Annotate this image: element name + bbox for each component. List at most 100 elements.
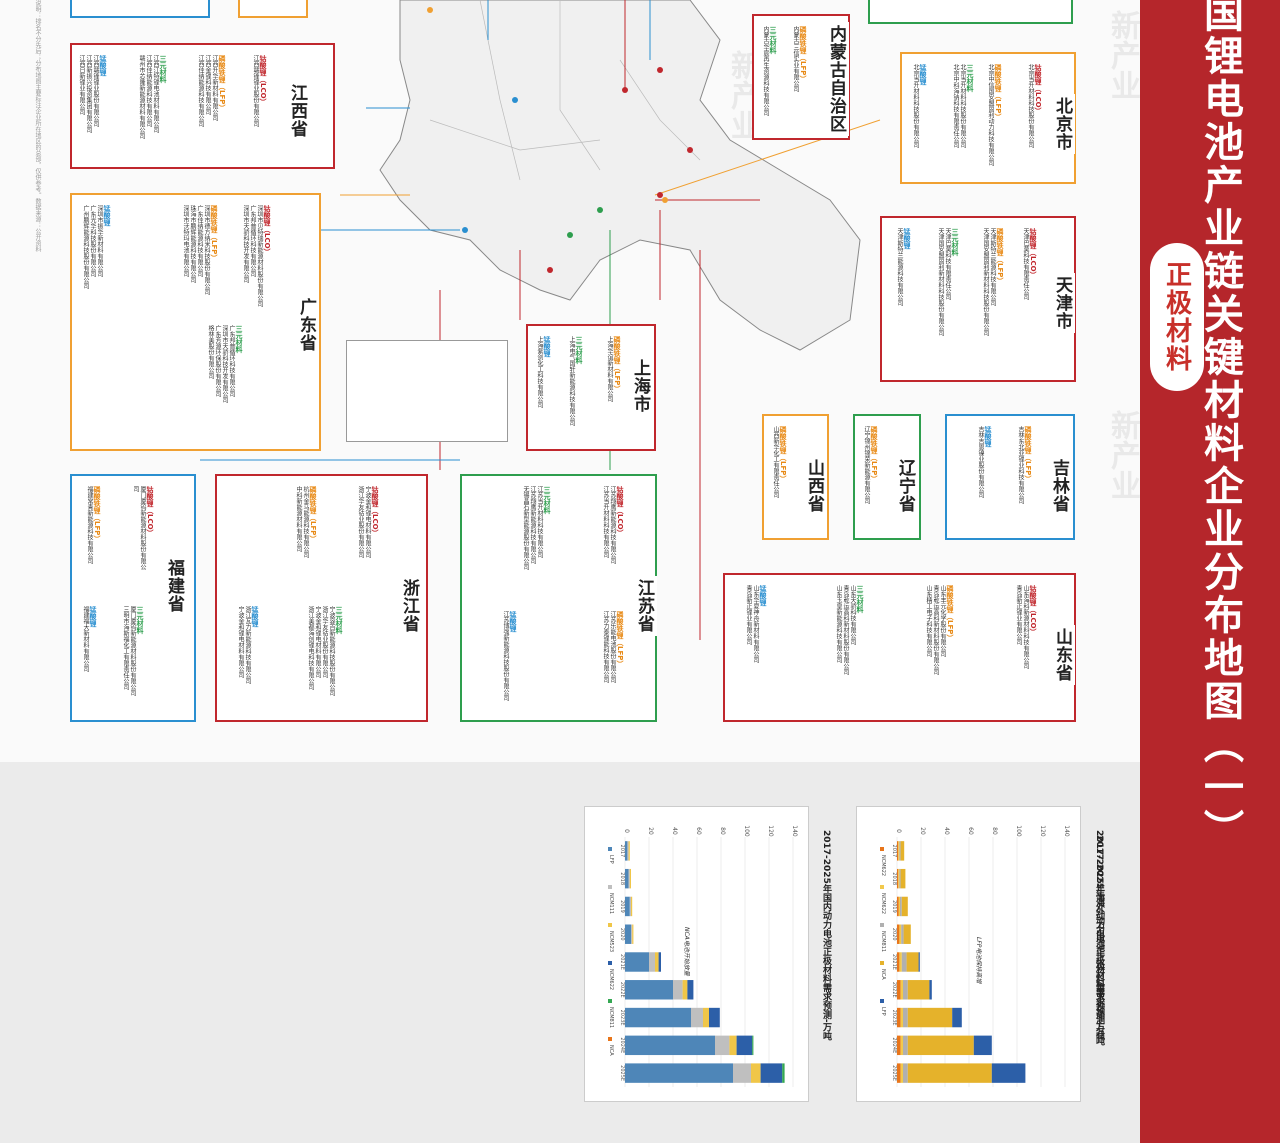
company-name: 深圳市沃特玛电池有限公司	[182, 205, 189, 277]
province-name-zhejiang: 浙江省	[397, 576, 422, 636]
bar-segment	[628, 841, 630, 861]
lmo-label: 锰酸锂	[251, 606, 259, 627]
bar-segment	[897, 952, 900, 972]
legend-label: NCM622	[608, 969, 614, 990]
jilin-lfp-col: 磷酸铁锂（LFP） 吉林东北亚锂业科技有限公司	[1017, 426, 1032, 528]
company-name: 深圳市贝特瑞新能源材料股份有限公司	[256, 205, 263, 307]
company-name: 天津国安盟固利新材料科技股份有限公司	[937, 228, 944, 336]
company-name: 江苏博强新能源科技股份有限公司	[502, 611, 509, 701]
beijing-lco-col: 钴酸锂（LCO） 北京当升材料科技股份有限公司	[1027, 64, 1042, 172]
bar-segment	[625, 841, 628, 861]
company-name: 宁波金和锂电材料有限公司	[314, 606, 321, 678]
company-name: 江西日新锂业有限公司	[78, 55, 85, 115]
bar-segment	[903, 1035, 908, 1056]
bar-segment	[627, 841, 629, 861]
company-name: 浙江华友钴业股份有限公司	[321, 606, 328, 678]
tick-label: 100	[743, 825, 750, 837]
zhejiang-lco-col: 钴酸锂（LCO） 宁波金和锂电材料有限公司 浙江华友钴业股份有限公司	[357, 486, 379, 580]
company-name: 江苏当升材料科技有限公司	[602, 486, 609, 558]
company-name: 江西赣锋锂业股份有限公司	[92, 55, 99, 127]
tick-label: 120	[767, 825, 774, 837]
company-name: 杭州金马能源科技有限公司	[302, 486, 309, 558]
lco-label: 钴酸锂（LCO）	[1029, 228, 1037, 279]
lmo-label: 锰酸锂	[903, 228, 911, 249]
tick-label: 0	[623, 829, 630, 833]
bar-segment	[907, 980, 930, 1000]
jiangsu-ncm-col: 三元材料 江苏当升材料科技有限公司 江苏翔鹰新能源科技有限公司 无锡晶石新型能源…	[522, 486, 551, 590]
bar-segment	[900, 868, 906, 889]
ncm-label: 三元材料	[136, 606, 144, 634]
company-name: 北京当升材料科技股份有限公司	[1027, 64, 1034, 148]
bar-segment	[897, 1007, 901, 1028]
province-box-top-mid-partial	[238, 0, 308, 18]
bar-segment	[625, 896, 630, 917]
company-name: 厦门厦钨新能源材料股份有限公司	[132, 486, 146, 570]
shanxi-lfp-col: 磷酸铁锂（LFP） 山西新华化工有限责任公司	[772, 426, 787, 528]
category-label: 2019	[619, 900, 625, 913]
category-label: 2021E	[619, 954, 625, 970]
category-label: 2019	[891, 900, 897, 913]
lfp-label: 磷酸铁锂（LFP）	[946, 585, 954, 642]
south-china-sea-inset	[346, 340, 508, 442]
chart-annotation: LFP电池保持高增	[975, 937, 983, 984]
tianjin-lfp-col: 磷酸铁锂（LFP） 天津斯特兰能源科技有限公司 天津国安盟固利新材料科技股份有限…	[982, 228, 1004, 370]
lmo-label: 锰酸锂	[759, 585, 767, 606]
tick-label: 100	[1015, 825, 1022, 837]
tick-label: 120	[1039, 825, 1046, 837]
guangdong-lco-col: 钴酸锂（LCO） 深圳市贝特瑞新能源材料股份有限公司 广东邦普循环科技有限公司 …	[242, 205, 271, 309]
jiangxi-lfp-col: 磷酸铁锂（LFP） 江西升华新材料有限公司 江西金锂科技有限公司 江西佳纳能源科…	[197, 55, 226, 157]
bar-segment	[751, 1063, 761, 1083]
company-name: 赣州市芯隆新能源材料有限公司	[138, 55, 145, 139]
lfp-label: 磷酸铁锂（LFP）	[799, 26, 807, 83]
chart-overseas-demand: 2017-2025年海外动力电池正极材料需求预测-万吨 0 20 40 60 80 100…	[856, 806, 1104, 1102]
company-name: 辽宁锦州锦荣新能源有限公司	[863, 426, 870, 504]
category-label: 2022E	[619, 982, 625, 998]
company-name: 山东精工电子科技有限公司	[925, 585, 932, 657]
lco-label: 钴酸锂（LCO）	[1034, 64, 1042, 115]
category-label: 2017	[891, 845, 897, 858]
bar-segment	[733, 1063, 751, 1083]
bar-segment	[625, 924, 631, 944]
bar-segment	[903, 1007, 908, 1028]
lmo-label: 锰酸锂	[543, 336, 551, 357]
category-label: 2024E	[891, 1037, 897, 1053]
shanghai-ncm-col: 三元材料 上海电气国轩新能源科技有限公司	[568, 336, 583, 439]
legend-swatch	[608, 885, 612, 889]
zhejiang-lmo-col: 锰酸锂 浙江瓦力新能源科技有限公司 宁波金和锂电材料有限公司	[237, 606, 259, 710]
jiangsu-lfp-col: 磷酸铁锂（LFP） 江苏乐能电池股份有限公司 江苏力泰锂能科技有限公司	[602, 611, 624, 710]
bar-segment	[625, 980, 673, 1000]
lfp-label: 磷酸铁锂（LFP）	[613, 336, 621, 393]
province-name-guangdong: 广东省	[294, 295, 319, 355]
lmo-label: 锰酸锂	[99, 55, 107, 76]
fujian-lfp-col: 磷酸铁锂（LFP） 福建常青新能源科技有限公司	[86, 486, 101, 570]
company-name: 浙江美都海创锂电科技有限公司	[307, 606, 314, 690]
legend-swatch	[608, 1037, 612, 1041]
company-name: 天津国安盟固利新材料科技股份有限公司	[982, 228, 989, 336]
title-sidebar	[1140, 0, 1280, 1143]
company-name: 厦门厦钨新能源材料股份有限公司	[129, 606, 136, 696]
bar-segment	[898, 868, 900, 889]
bar-segment	[782, 1063, 785, 1083]
bar-segment	[897, 896, 899, 917]
company-name: 深圳市振华新材料有限公司	[96, 205, 103, 277]
domestic-demand-bar-chart: 0 20 40 60 80 100 120 140 2017 2018 2019 2020 2021E 2…	[608, 825, 798, 1087]
tianjin-lco-col: 钴酸锂（LCO） 天津巴莫科技有限责任公司	[1022, 228, 1037, 370]
lfp-label: 磷酸铁锂（LFP）	[870, 426, 878, 483]
company-name: 上海华谊新材料有限公司	[606, 336, 613, 402]
bar-segment	[907, 1063, 992, 1083]
company-name: 北京当升材料科技股份有限公司	[912, 64, 919, 148]
lmo-label: 锰酸锂	[509, 611, 517, 632]
legend-label: NCM523	[608, 931, 614, 952]
company-name: 天津巴莫科技有限责任公司	[1022, 228, 1029, 300]
bar-segment	[991, 1063, 1026, 1083]
guangdong-lmo-col: 锰酸锂 深圳市振华新材料有限公司 广东光华科技股份有限公司 广州鹏辉能源科技股份…	[82, 205, 111, 309]
bar-segment	[901, 952, 907, 972]
china-map	[200, 0, 881, 640]
province-box-top-left-partial	[70, 0, 210, 18]
bar-segment	[729, 1035, 737, 1056]
chart-title: 2017-2025年海外动力电池正极材料需求预测-万吨	[1094, 830, 1104, 1041]
zhejiang-lfp-col: 磷酸铁锂（LFP） 杭州金马能源科技有限公司 中科新能源材料有限公司	[295, 486, 317, 580]
province-box-shanxi: 山西省 磷酸铁锂（LFP） 山西新华化工有限责任公司	[762, 414, 829, 540]
bar-segment	[906, 952, 919, 972]
company-name: 江西江特锂电池材料有限公司	[152, 55, 159, 133]
